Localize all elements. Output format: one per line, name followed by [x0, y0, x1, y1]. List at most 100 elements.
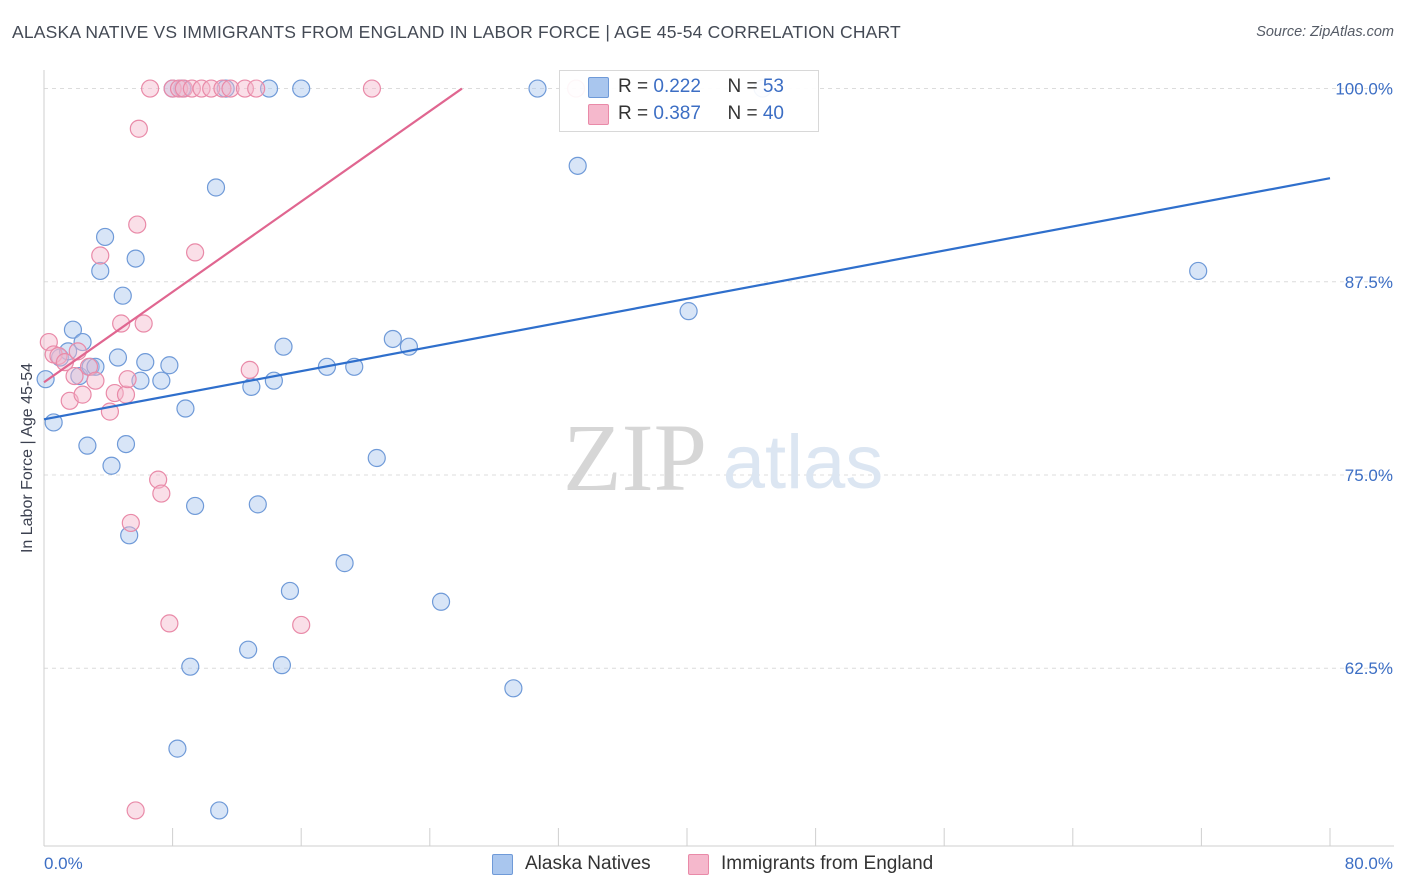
bottom-legend-label: Immigrants from England: [721, 853, 934, 874]
data-point: [169, 79, 189, 98]
data-point: [126, 801, 145, 820]
data-point: [91, 246, 110, 265]
data-point: [112, 314, 131, 333]
trend-line-immigrants-from-england: [43, 87, 463, 384]
data-point: [78, 436, 97, 455]
legend-r-value: 0.387: [653, 103, 701, 124]
y-axis-label: In Labor Force | Age 45-54: [19, 362, 36, 554]
data-point: [182, 79, 201, 98]
data-point: [272, 656, 292, 675]
data-point: [73, 385, 92, 404]
data-point: [129, 119, 148, 138]
data-point: [247, 79, 266, 98]
data-point: [292, 615, 311, 635]
data-point: [36, 370, 55, 389]
data-point: [181, 657, 200, 676]
legend: R = 0.222 N = 53 R = 0.387 N = 40: [559, 70, 819, 132]
data-point: [73, 332, 92, 352]
bottom-legend-swatch-blue: [492, 854, 513, 875]
data-point: [108, 348, 128, 367]
data-point: [59, 342, 78, 361]
data-point: [274, 337, 293, 356]
y-tick-label: 87.5%: [1345, 273, 1393, 292]
y-tick-label: 100.0%: [1335, 80, 1393, 99]
x-tick-label: 80.0%: [1345, 854, 1393, 873]
trend-line-alaska-natives: [43, 177, 1331, 421]
legend-n-value: 40: [762, 103, 784, 124]
data-point: [335, 554, 354, 573]
watermark-atlas: atlas: [723, 420, 884, 505]
data-point: [186, 496, 205, 516]
y-tick-label: 75.0%: [1345, 466, 1393, 485]
legend-swatch-blue: [588, 77, 609, 98]
bottom-legend-alaska: Alaska Natives: [492, 852, 651, 876]
data-point: [86, 357, 105, 376]
legend-r-value: 0.222: [653, 76, 701, 97]
data-point: [186, 243, 205, 262]
data-point: [383, 329, 402, 349]
data-point: [240, 360, 259, 379]
data-point: [116, 434, 136, 454]
data-point: [160, 356, 179, 375]
data-point: [239, 640, 258, 659]
grid-layer: [44, 88, 1394, 669]
data-point: [116, 385, 136, 404]
data-point: [128, 215, 147, 234]
data-point: [221, 79, 240, 98]
data-point: [280, 581, 300, 601]
bottom-legend-label: Alaska Natives: [525, 853, 651, 874]
data-point: [362, 79, 382, 98]
chart-title: ALASKA NATIVE VS IMMIGRANTS FROM ENGLAND…: [12, 22, 901, 42]
data-point: [679, 302, 698, 321]
source-label: Source: ZipAtlas.com: [1256, 24, 1394, 40]
data-point: [152, 484, 171, 503]
data-point: [86, 371, 105, 390]
data-point: [113, 286, 132, 305]
data-point: [192, 79, 211, 98]
bottom-legend-swatch-pink: [688, 854, 709, 875]
data-point: [248, 495, 267, 514]
x-tick-label: 0.0%: [44, 854, 83, 873]
data-point: [160, 614, 179, 633]
data-point: [63, 320, 83, 339]
legend-row-1: R = 0.222 N = 53: [618, 75, 784, 99]
legend-n-label: N =: [727, 76, 763, 97]
data-point: [95, 227, 115, 247]
data-point: [126, 249, 145, 268]
data-point: [292, 79, 311, 98]
data-point: [136, 353, 155, 372]
data-point: [504, 679, 523, 698]
data-point: [528, 79, 547, 98]
data-point: [152, 371, 171, 390]
data-point: [259, 79, 279, 98]
data-point: [118, 370, 137, 389]
data-point: [134, 314, 153, 333]
tick-labels: 62.5% 75.0% 87.5% 100.0% 0.0% 80.0%: [44, 80, 1393, 873]
legend-n-label: N =: [727, 103, 763, 124]
trend-layer: [43, 87, 1331, 421]
y-tick-label: 62.5%: [1345, 659, 1393, 678]
data-point: [210, 801, 229, 820]
data-point: [102, 456, 121, 475]
data-point: [367, 448, 386, 468]
data-point: [568, 156, 587, 175]
legend-r-label: R =: [618, 103, 654, 124]
legend-row-2: R = 0.387 N = 40: [618, 102, 784, 126]
data-point: [431, 592, 451, 611]
data-point: [168, 739, 187, 758]
data-point: [1189, 261, 1208, 281]
data-point: [176, 399, 195, 418]
data-point: [206, 178, 226, 197]
data-point: [149, 470, 168, 489]
legend-swatch-pink: [588, 104, 609, 125]
data-point: [65, 366, 84, 386]
axis-layer: [43, 70, 1394, 847]
bottom-legend-england: Immigrants from England: [688, 852, 933, 876]
watermark-zip: ZIP: [563, 404, 707, 511]
data-point: [140, 79, 160, 98]
watermark: ZIP atlas: [563, 404, 883, 511]
legend-r-label: R =: [618, 76, 654, 97]
data-point: [91, 261, 110, 281]
data-point: [121, 513, 140, 533]
